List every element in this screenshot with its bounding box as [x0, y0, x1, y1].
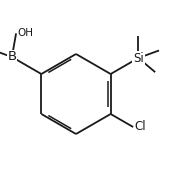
Text: Si: Si [133, 51, 144, 64]
Text: OH: OH [17, 28, 33, 38]
Text: Cl: Cl [134, 120, 146, 134]
Text: B: B [7, 51, 17, 63]
